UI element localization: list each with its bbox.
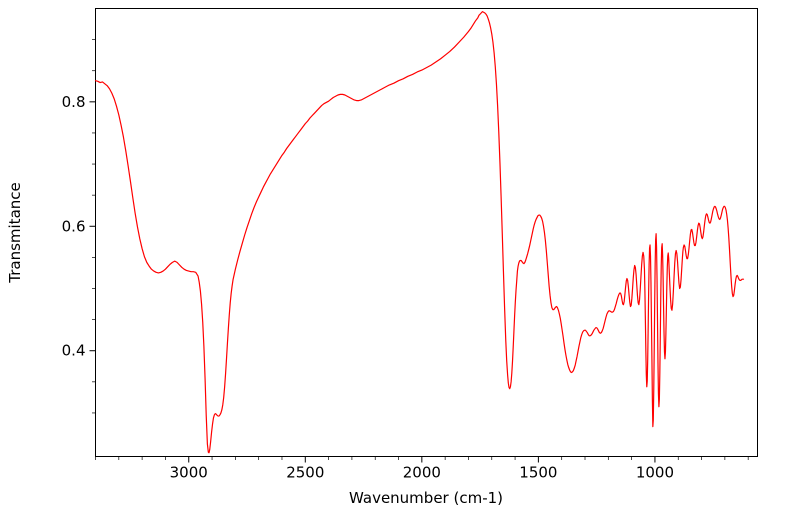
x-axis-tick-label: 2000 [403, 464, 441, 482]
x-axis-tick-label: 3000 [170, 464, 208, 482]
spectrum-line [94, 11, 745, 454]
y-axis-tick-label: 0.6 [62, 217, 86, 235]
y-axis-tick-label: 0.8 [62, 93, 86, 111]
x-axis-tick-label: 1500 [519, 464, 557, 482]
x-axis-tick-label: 1000 [636, 464, 674, 482]
y-axis-tick-label: 0.4 [62, 342, 86, 360]
y-axis-title: Transmitance [6, 182, 24, 283]
x-axis-tick-label: 2500 [286, 464, 324, 482]
plot-area: 3000 2500 2000 1500 1000 0.4 0.6 0.8 [62, 8, 758, 482]
x-axis-title: Wavenumber (cm-1) [349, 489, 503, 507]
plot-border [95, 8, 758, 457]
